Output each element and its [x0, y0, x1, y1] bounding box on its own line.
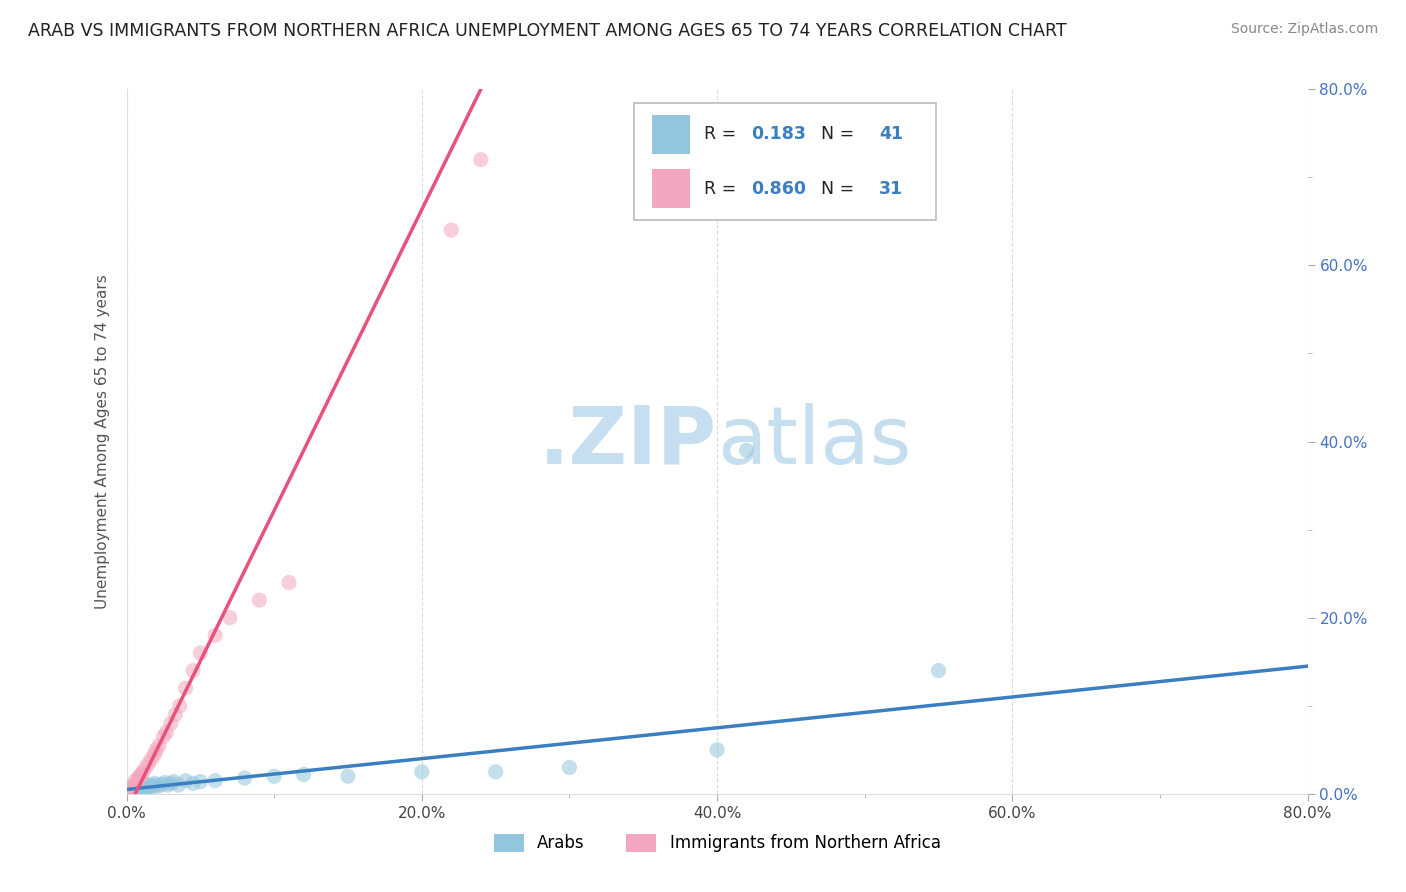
- Point: [122, 781, 145, 796]
- Point: [484, 764, 508, 779]
- Point: [706, 743, 728, 757]
- Point: [152, 730, 174, 744]
- Point: [181, 776, 204, 790]
- Point: [129, 780, 153, 794]
- Point: [128, 778, 150, 792]
- Point: [120, 780, 142, 794]
- Point: [143, 776, 166, 790]
- Point: [160, 716, 183, 731]
- Point: [121, 780, 143, 794]
- Point: [145, 778, 167, 792]
- Text: N =: N =: [810, 179, 860, 198]
- Point: [127, 771, 149, 785]
- Point: [138, 756, 160, 770]
- Point: [188, 646, 212, 660]
- Point: [148, 779, 170, 793]
- Point: [138, 780, 160, 795]
- Point: [145, 743, 167, 757]
- Point: [263, 769, 285, 783]
- Point: [141, 751, 163, 765]
- Point: [174, 773, 197, 788]
- Point: [136, 779, 159, 793]
- Text: 41: 41: [879, 125, 903, 143]
- Point: [278, 575, 301, 590]
- Y-axis label: Unemployment Among Ages 65 to 74 years: Unemployment Among Ages 65 to 74 years: [94, 274, 110, 609]
- Point: [125, 780, 148, 795]
- FancyBboxPatch shape: [634, 103, 935, 219]
- Point: [167, 778, 190, 792]
- Point: [440, 223, 463, 237]
- Text: atlas: atlas: [717, 402, 911, 481]
- FancyBboxPatch shape: [652, 115, 690, 153]
- Point: [125, 776, 148, 790]
- Legend: Arabs, Immigrants from Northern Africa: Arabs, Immigrants from Northern Africa: [494, 834, 941, 853]
- Point: [124, 783, 146, 797]
- Text: R =: R =: [704, 125, 742, 143]
- Point: [117, 786, 139, 800]
- Text: 0.183: 0.183: [751, 125, 806, 143]
- Point: [735, 443, 758, 458]
- Point: [156, 778, 179, 792]
- Point: [204, 773, 226, 788]
- Point: [134, 776, 156, 790]
- Point: [121, 784, 143, 798]
- Point: [337, 769, 360, 783]
- Point: [122, 778, 145, 792]
- Point: [153, 775, 176, 789]
- Point: [127, 784, 149, 798]
- Text: .ZIP: .ZIP: [538, 402, 717, 481]
- Text: R =: R =: [704, 179, 742, 198]
- Point: [118, 782, 141, 797]
- Point: [118, 784, 141, 798]
- Point: [204, 628, 226, 642]
- Point: [188, 774, 212, 789]
- Point: [124, 773, 146, 788]
- Point: [135, 760, 157, 774]
- Point: [135, 781, 157, 796]
- Point: [233, 771, 256, 785]
- Point: [132, 764, 155, 779]
- Text: Source: ZipAtlas.com: Source: ZipAtlas.com: [1230, 22, 1378, 37]
- Point: [928, 664, 950, 678]
- Point: [128, 769, 150, 783]
- Point: [150, 777, 173, 791]
- Point: [470, 153, 492, 167]
- Point: [181, 664, 204, 678]
- Point: [219, 610, 242, 624]
- Point: [117, 786, 139, 800]
- Point: [132, 782, 155, 797]
- Text: 31: 31: [879, 179, 903, 198]
- Point: [120, 785, 142, 799]
- Point: [142, 780, 165, 794]
- Point: [169, 698, 191, 713]
- Text: N =: N =: [810, 125, 860, 143]
- Text: 0.860: 0.860: [751, 179, 806, 198]
- Point: [163, 774, 186, 789]
- FancyBboxPatch shape: [652, 169, 690, 208]
- Point: [292, 767, 315, 781]
- Point: [558, 760, 581, 774]
- Point: [129, 767, 153, 781]
- Point: [160, 776, 183, 790]
- Point: [411, 764, 433, 779]
- Point: [174, 681, 197, 696]
- Point: [165, 707, 187, 722]
- Point: [143, 747, 166, 762]
- Text: ARAB VS IMMIGRANTS FROM NORTHERN AFRICA UNEMPLOYMENT AMONG AGES 65 TO 74 YEARS C: ARAB VS IMMIGRANTS FROM NORTHERN AFRICA …: [28, 22, 1067, 40]
- Point: [120, 782, 142, 797]
- Point: [148, 739, 170, 753]
- Point: [155, 725, 177, 739]
- Point: [249, 593, 271, 607]
- Point: [139, 778, 162, 792]
